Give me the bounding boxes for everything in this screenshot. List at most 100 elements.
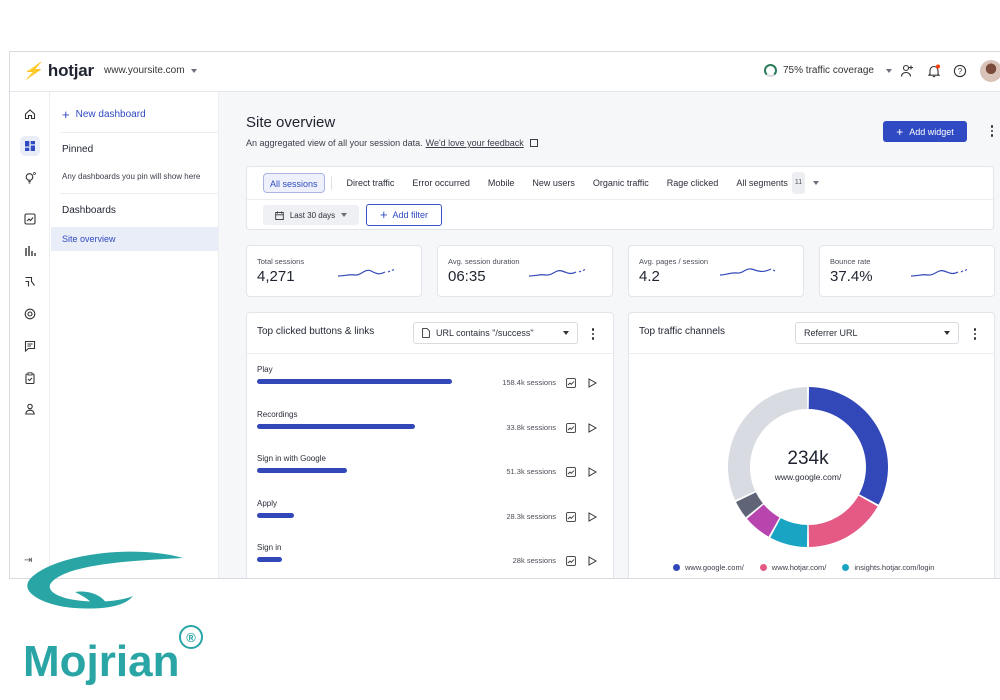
add-user-icon[interactable] bbox=[898, 62, 916, 80]
chevron-down-icon bbox=[190, 68, 197, 73]
page-more-icon[interactable] bbox=[987, 125, 997, 137]
help-icon[interactable]: ? bbox=[951, 62, 969, 80]
donut-center-value: 234k bbox=[787, 448, 829, 469]
trend-icon[interactable] bbox=[20, 209, 40, 229]
segment-tab[interactable]: Error occurred bbox=[412, 178, 470, 188]
home-icon[interactable] bbox=[20, 104, 40, 124]
svg-text:?: ? bbox=[958, 67, 963, 76]
segment-divider bbox=[330, 176, 332, 190]
at-sign-icon[interactable] bbox=[20, 304, 40, 324]
referrer-select-label: Referrer URL bbox=[804, 328, 858, 338]
add-widget-label: Add widget bbox=[909, 126, 954, 137]
new-dashboard-label: New dashboard bbox=[75, 109, 146, 120]
row-bar bbox=[257, 379, 452, 384]
segment-tab[interactable]: Organic traffic bbox=[592, 178, 649, 188]
donut-slice-2[interactable] bbox=[808, 495, 878, 547]
nav-divider bbox=[60, 132, 218, 133]
users-icon[interactable] bbox=[20, 399, 40, 419]
collapse-sidebar-icon[interactable]: ⇥ bbox=[24, 555, 33, 566]
donut-slice-3[interactable] bbox=[770, 518, 808, 547]
widget-more-icon[interactable] bbox=[588, 328, 598, 340]
row-bar bbox=[257, 468, 347, 473]
play-icon[interactable] bbox=[586, 377, 598, 389]
sparkline bbox=[910, 268, 968, 277]
date-range-selector[interactable]: Last 30 days bbox=[263, 205, 359, 225]
coverage-ring-icon bbox=[764, 64, 777, 77]
play-icon[interactable] bbox=[586, 511, 598, 523]
plus-icon: + bbox=[379, 207, 388, 222]
new-dashboard-button[interactable]: + New dashboard bbox=[62, 108, 146, 121]
external-link-icon bbox=[529, 139, 538, 147]
donut-slice-4[interactable] bbox=[747, 504, 780, 537]
segment-tab[interactable]: All sessions bbox=[263, 173, 325, 193]
traffic-coverage-selector[interactable]: 75% traffic coverage bbox=[764, 64, 892, 77]
play-icon[interactable] bbox=[586, 466, 598, 478]
row-label: Apply bbox=[257, 498, 278, 508]
donut-slice-1[interactable] bbox=[808, 387, 888, 505]
add-filter-label: Add filter bbox=[392, 210, 429, 220]
segments-count-badge: 11 bbox=[791, 172, 806, 194]
row-count: 28.3k sessions bbox=[506, 511, 556, 521]
lightbulb-icon[interactable] bbox=[20, 168, 40, 188]
nav-item-site-overview[interactable]: Site overview bbox=[51, 227, 218, 251]
chart-legend: www.google.com/ www.hotjar.com/ insights… bbox=[673, 563, 934, 572]
legend-item[interactable]: www.google.com/ bbox=[673, 563, 744, 572]
traffic-donut-chart[interactable]: 234k www.google.com/ bbox=[629, 354, 995, 554]
sparkline bbox=[719, 268, 776, 276]
kpi-card-avg-pages[interactable]: Avg. pages / session 4.2 bbox=[628, 245, 804, 297]
dashboard-nav: + New dashboard Pinned Any dashboards yo… bbox=[50, 92, 219, 578]
widget-more-icon[interactable] bbox=[970, 328, 980, 340]
watermark-text: Mojrian bbox=[23, 637, 179, 686]
kpi-card-bounce-rate[interactable]: Bounce rate 37.4% bbox=[819, 245, 995, 297]
segment-filter-card: All sessions Direct traffic Error occurr… bbox=[246, 166, 994, 230]
kpi-card-total-sessions[interactable]: Total sessions 4,271 bbox=[246, 245, 422, 297]
row-bar bbox=[257, 423, 415, 429]
app-window: ⚡ hotjar www.yoursite.com 75% traffic co… bbox=[9, 51, 1000, 579]
legend-dot bbox=[759, 564, 767, 571]
kpi-label: Avg. pages / session bbox=[639, 257, 709, 266]
chevron-down-icon bbox=[944, 331, 950, 335]
referrer-select[interactable]: Referrer URL bbox=[795, 322, 959, 344]
all-segments-dropdown[interactable]: All segments 11 bbox=[727, 172, 828, 194]
donut-slice-5[interactable] bbox=[736, 492, 763, 518]
segment-tab[interactable]: Mobile bbox=[487, 178, 515, 188]
sparkline bbox=[528, 268, 586, 277]
legend-dot bbox=[842, 564, 850, 571]
segment-tab[interactable]: Rage clicked bbox=[666, 178, 719, 188]
page-title: Site overview bbox=[246, 114, 336, 131]
funnel-icon[interactable] bbox=[20, 272, 40, 292]
legend-item[interactable]: insights.hotjar.com/login bbox=[842, 563, 934, 572]
donut-slice-6[interactable] bbox=[728, 387, 808, 501]
clipboard-icon[interactable] bbox=[20, 368, 40, 388]
avatar[interactable] bbox=[980, 60, 1000, 82]
play-icon[interactable] bbox=[586, 555, 598, 567]
bar-chart-icon[interactable] bbox=[20, 241, 40, 261]
trend-icon[interactable] bbox=[565, 377, 577, 389]
hotjar-logo[interactable]: ⚡ hotjar bbox=[22, 61, 95, 81]
segment-tab[interactable]: New users bbox=[532, 178, 575, 188]
calendar-icon bbox=[275, 211, 284, 220]
url-filter-select[interactable]: URL contains "/success" bbox=[413, 322, 578, 344]
play-icon[interactable] bbox=[586, 422, 598, 434]
kpi-card-avg-session-duration[interactable]: Avg. session duration 06:35 bbox=[437, 245, 613, 297]
bell-icon[interactable] bbox=[925, 62, 943, 80]
segment-tab[interactable]: Direct traffic bbox=[346, 178, 395, 188]
legend-item[interactable]: www.hotjar.com/ bbox=[759, 563, 826, 572]
donut-center-label: www.google.com/ bbox=[774, 472, 842, 482]
chat-icon[interactable] bbox=[20, 336, 40, 356]
add-widget-button[interactable]: + Add widget bbox=[883, 121, 967, 142]
all-segments-label: All segments bbox=[736, 178, 788, 188]
dashboard-icon[interactable] bbox=[20, 136, 40, 156]
registered-mark: ® bbox=[186, 630, 196, 645]
site-selector[interactable]: www.yoursite.com bbox=[104, 65, 197, 76]
row-count: 33.8k sessions bbox=[506, 422, 556, 432]
url-filter-label: URL contains "/success" bbox=[436, 328, 534, 338]
trend-icon[interactable] bbox=[565, 466, 577, 478]
trend-icon[interactable] bbox=[565, 511, 577, 523]
add-filter-button[interactable]: + Add filter bbox=[366, 204, 442, 226]
trend-icon[interactable] bbox=[565, 422, 577, 434]
coverage-label: 75% traffic coverage bbox=[783, 65, 874, 76]
feedback-link[interactable]: We'd love your feedback bbox=[425, 138, 524, 148]
trend-icon[interactable] bbox=[565, 555, 577, 567]
sparkline bbox=[337, 268, 395, 277]
